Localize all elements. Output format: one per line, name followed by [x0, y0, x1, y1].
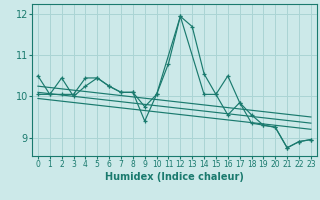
X-axis label: Humidex (Indice chaleur): Humidex (Indice chaleur): [105, 172, 244, 182]
